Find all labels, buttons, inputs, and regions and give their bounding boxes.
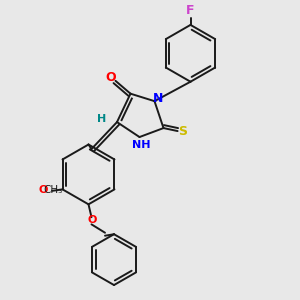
- Text: O: O: [38, 185, 47, 195]
- Text: O: O: [106, 71, 116, 84]
- Text: N: N: [153, 92, 163, 105]
- Text: H: H: [98, 114, 106, 124]
- Text: NH: NH: [132, 140, 150, 150]
- Text: CH₃: CH₃: [43, 185, 62, 195]
- Text: O: O: [87, 215, 97, 225]
- Text: S: S: [178, 124, 188, 138]
- Text: F: F: [186, 4, 195, 16]
